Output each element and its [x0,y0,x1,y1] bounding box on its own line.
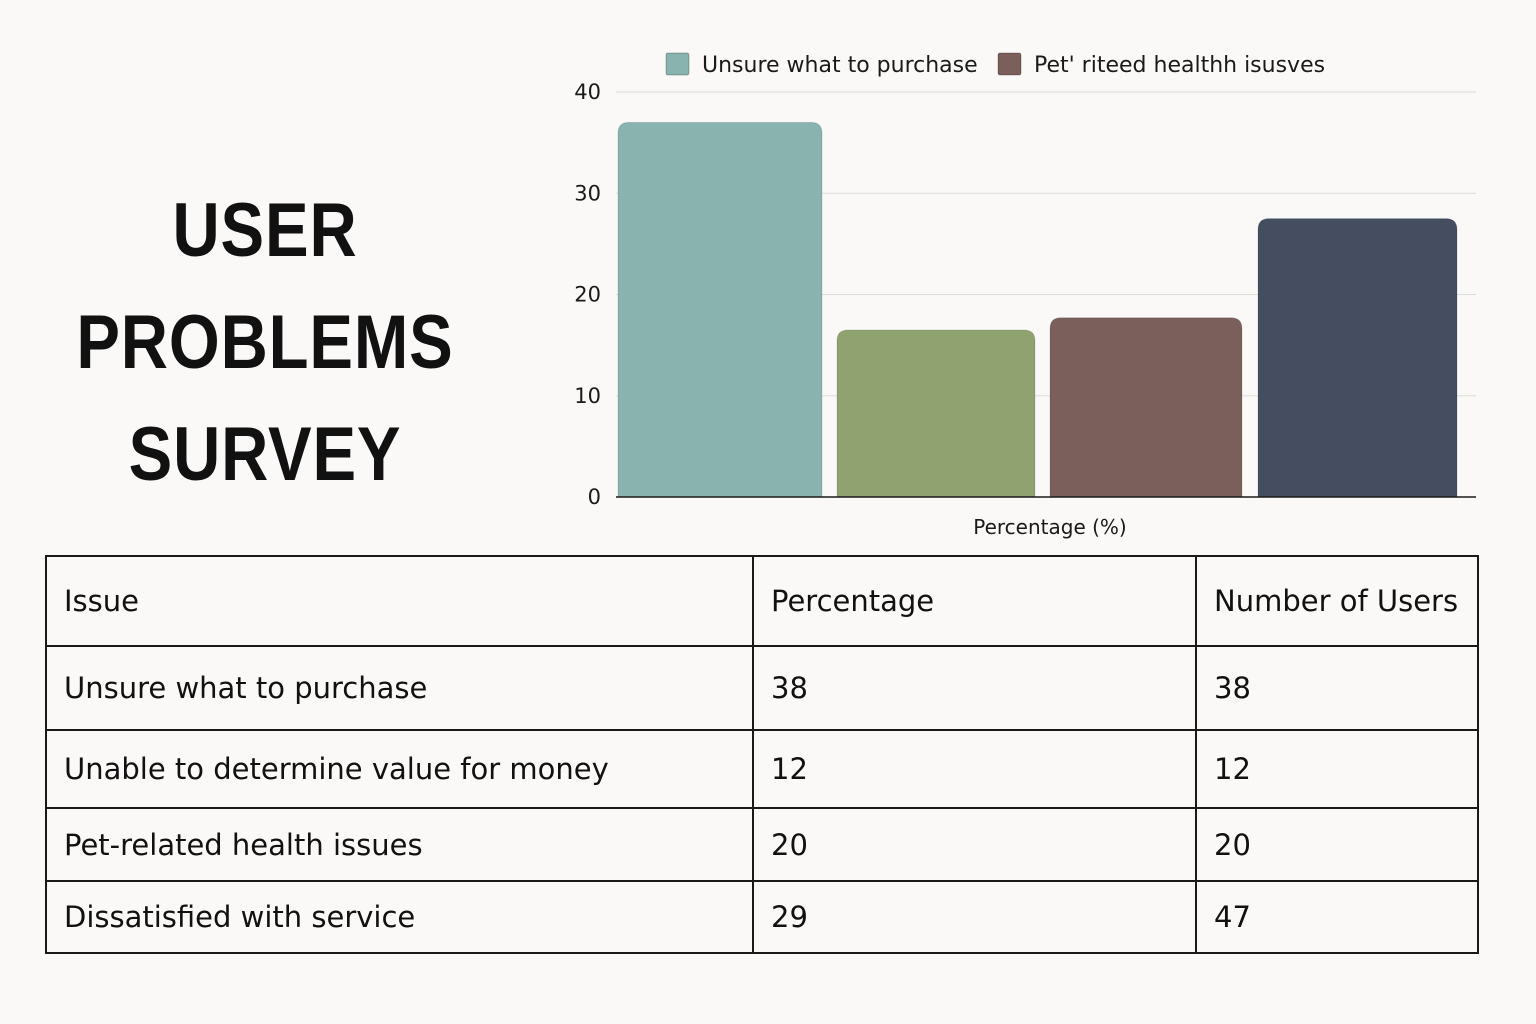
cell-users: 20 [1195,807,1479,882]
bar [836,329,1036,498]
y-tick-label: 0 [588,485,601,509]
cell-users: 38 [1195,645,1479,731]
bar [1257,218,1458,498]
chart-axes: 0 10 20 30 40 Percentage (%) [574,80,1476,539]
cell-users: 47 [1195,880,1479,954]
title-line: USER [172,188,358,273]
cell-percentage: 38 [752,645,1197,731]
chart-legend: Unsure what to purchase Pet' riteed healt… [665,52,1325,78]
title-line: SURVEY [128,412,402,497]
cell-issue: Unable to determine value for money [45,729,754,809]
cell-percentage: 29 [752,880,1197,954]
y-tick-label: 20 [574,283,601,307]
bar-chart: 0 10 20 30 40 Percentage (%) Unsure what to p… [574,52,1476,539]
header-number-of-users: Number of Users [1195,555,1479,647]
cell-users: 12 [1195,729,1479,809]
legend-swatch [665,52,690,76]
issues-table: Issue Percentage Number of Users Unsure … [45,555,1479,954]
cell-percentage: 12 [752,729,1197,809]
y-tick-label: 40 [574,80,601,104]
title-line: PROBLEMS [76,300,454,385]
cell-issue: Unsure what to purchase [45,645,754,731]
bar [1049,317,1243,498]
y-tick-label: 10 [574,384,601,408]
chart-bars [617,121,1458,498]
table-header-row: Issue Percentage Number of Users [45,555,1479,647]
table-row: Unable to determine value for money 12 1… [45,729,1479,809]
header-issue: Issue [45,555,754,647]
bar [617,121,823,498]
cell-issue: Pet-related health issues [45,807,754,882]
table-row: Pet-related health issues 20 20 [45,807,1479,882]
table-row: Dissatisfied with service 29 47 [45,880,1479,954]
legend-swatch [997,52,1022,76]
header-percentage: Percentage [752,555,1197,647]
cell-percentage: 20 [752,807,1197,882]
table-row: Unsure what to purchase 38 38 [45,645,1479,731]
page-title: USER PROBLEMS SURVEY [72,175,459,511]
cell-issue: Dissatisfied with service [45,880,754,954]
y-tick-label: 30 [574,181,601,205]
legend-label: Unsure what to purchase [702,53,978,78]
x-axis-title: Percentage (%) [973,515,1126,539]
legend-label: Pet' riteed healthh isusves [1034,53,1325,78]
